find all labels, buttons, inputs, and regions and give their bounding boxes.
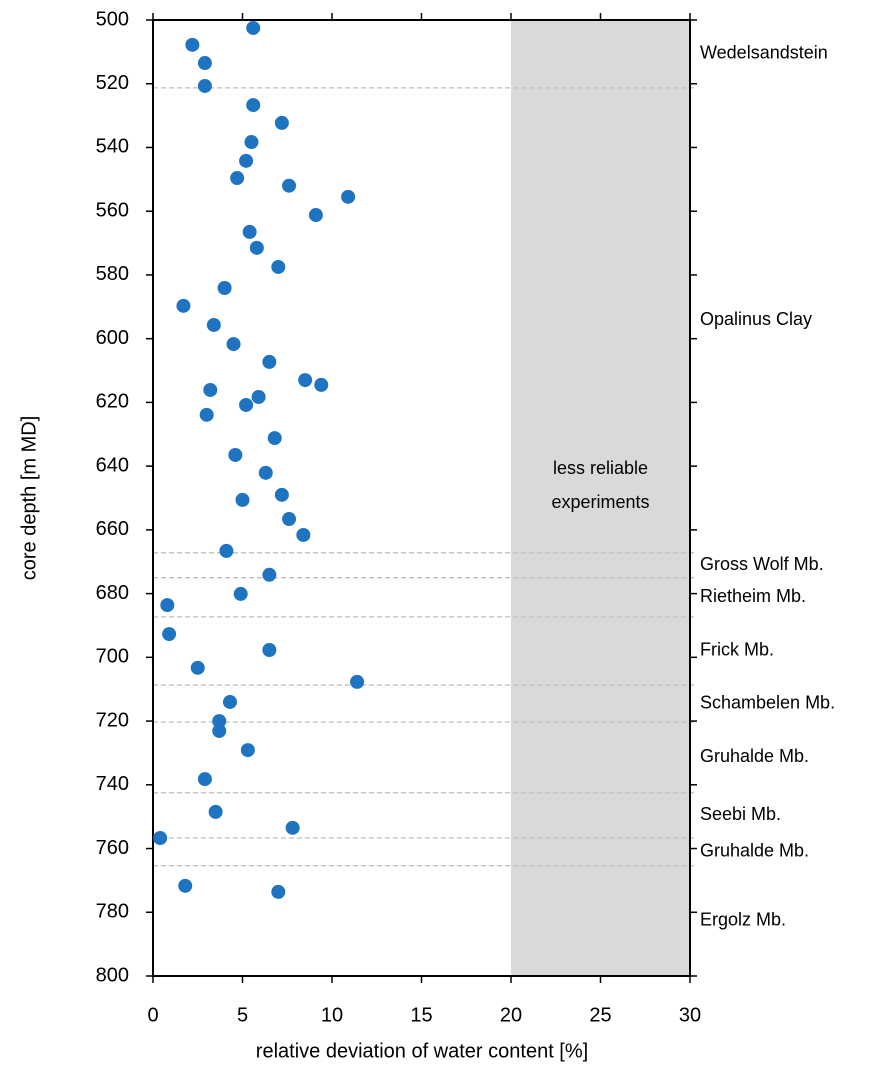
point xyxy=(251,389,266,404)
y-tick-label: 540 xyxy=(96,136,129,158)
plot-frame xyxy=(152,19,691,977)
point xyxy=(282,178,297,193)
y-axis-label: core depth [m MD] xyxy=(18,416,40,581)
x-tick-label: 25 xyxy=(589,1004,611,1026)
point xyxy=(298,373,313,388)
point xyxy=(190,660,205,675)
point xyxy=(228,447,243,462)
y-tick-label: 620 xyxy=(96,391,129,413)
y-tick-label: 760 xyxy=(96,837,129,859)
point xyxy=(244,135,259,150)
y-tick-label: 740 xyxy=(96,773,129,795)
x-tick-label: 20 xyxy=(500,1004,522,1026)
point xyxy=(208,804,223,819)
point xyxy=(242,224,257,239)
point xyxy=(230,171,245,186)
y-tick-label: 720 xyxy=(96,709,129,731)
point xyxy=(258,465,273,480)
point xyxy=(160,598,175,613)
y-tick-label: 520 xyxy=(96,72,129,94)
x-tick-label: 10 xyxy=(321,1004,343,1026)
point xyxy=(267,431,282,446)
y-tick-label: 580 xyxy=(96,263,129,285)
point xyxy=(308,208,323,223)
y-tick-label: 640 xyxy=(96,454,129,476)
point xyxy=(185,37,200,52)
point xyxy=(212,714,227,729)
point xyxy=(274,115,289,130)
unit-label: Gruhalde Mb. xyxy=(700,746,809,766)
x-axis-label: relative deviation of water content [%] xyxy=(256,1040,588,1062)
x-tick-label: 5 xyxy=(237,1004,248,1026)
point xyxy=(341,189,356,204)
point xyxy=(199,407,214,422)
unit-label: Opalinus Clay xyxy=(700,309,812,329)
y-tick-label: 560 xyxy=(96,199,129,221)
y-tick-label: 660 xyxy=(96,518,129,540)
point xyxy=(197,772,212,787)
point xyxy=(246,98,261,113)
point xyxy=(217,280,232,295)
point xyxy=(246,20,261,35)
point xyxy=(239,153,254,168)
y-tick-label: 780 xyxy=(96,901,129,923)
point xyxy=(271,884,286,899)
point xyxy=(274,487,289,502)
point xyxy=(314,377,329,392)
point xyxy=(178,878,193,893)
unit-label: Frick Mb. xyxy=(700,640,774,660)
x-tick-label: 0 xyxy=(147,1004,158,1026)
y-tick-label: 600 xyxy=(96,327,129,349)
point xyxy=(249,240,264,255)
y-tick-label: 700 xyxy=(96,646,129,668)
point xyxy=(197,78,212,93)
unit-label: Ergolz Mb. xyxy=(700,910,786,930)
unit-label: Wedelsandstein xyxy=(700,43,828,63)
x-tick-label: 30 xyxy=(679,1004,701,1026)
shaded-region xyxy=(511,20,690,976)
point xyxy=(239,397,254,412)
y-tick-label: 680 xyxy=(96,582,129,604)
point xyxy=(282,512,297,527)
annotation: experiments xyxy=(551,492,649,512)
point xyxy=(222,694,237,709)
point xyxy=(197,56,212,71)
unit-label: Gross Wolf Mb. xyxy=(700,554,824,574)
unit-label: Rietheim Mb. xyxy=(700,586,806,606)
point xyxy=(235,492,250,507)
point xyxy=(296,527,311,542)
y-tick-label: 800 xyxy=(96,964,129,986)
unit-label: Gruhalde Mb. xyxy=(700,841,809,861)
unit-label: Seebi Mb. xyxy=(700,804,781,824)
point xyxy=(162,627,177,642)
point xyxy=(285,820,300,835)
point xyxy=(153,831,168,846)
annotation: less reliable xyxy=(553,458,648,478)
point xyxy=(212,723,227,738)
y-tick-label: 500 xyxy=(96,8,129,30)
unit-label: Schambelen Mb. xyxy=(700,692,835,712)
point xyxy=(176,298,191,313)
point xyxy=(219,543,234,558)
point xyxy=(226,337,241,352)
point xyxy=(233,586,248,601)
point xyxy=(262,567,277,582)
x-tick-label: 15 xyxy=(410,1004,432,1026)
point xyxy=(240,743,255,758)
point xyxy=(203,382,218,397)
point xyxy=(206,317,221,332)
point xyxy=(262,643,277,658)
point xyxy=(271,259,286,274)
point xyxy=(350,674,365,689)
point xyxy=(262,354,277,369)
